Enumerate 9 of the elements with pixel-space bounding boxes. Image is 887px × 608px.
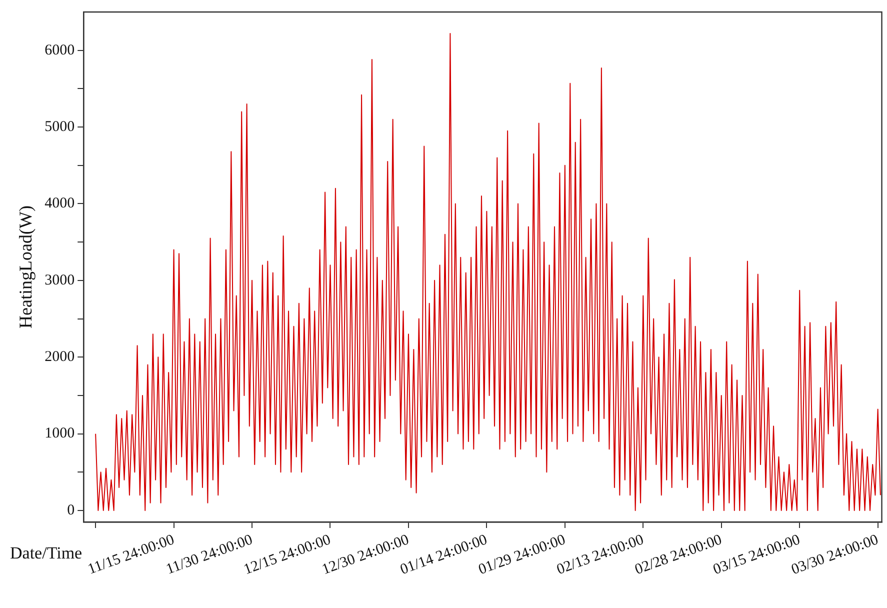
y-axis-title: HeatingLoad(W) (16, 206, 36, 328)
x-axis-title: Date/Time (10, 543, 82, 562)
y-tick-label: 0 (67, 502, 75, 518)
y-tick-label: 1000 (44, 426, 75, 442)
y-tick-label: 5000 (44, 118, 75, 135)
y-tick-label: 4000 (44, 196, 75, 212)
y-tick-label: 3000 (44, 272, 75, 288)
y-tick-label: 6000 (44, 42, 75, 58)
y-tick-label: 2000 (44, 349, 75, 366)
